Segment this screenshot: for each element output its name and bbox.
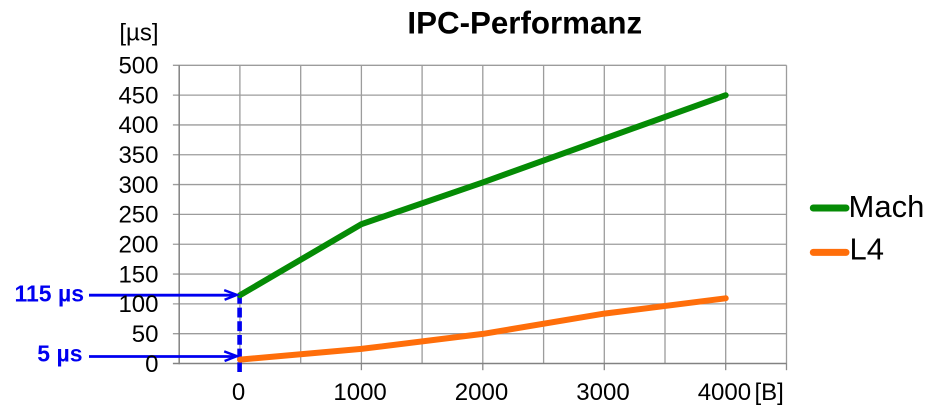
svg-text:5 µs: 5 µs (37, 340, 82, 366)
svg-text:IPC-Performanz: IPC-Performanz (407, 5, 642, 40)
svg-text:350: 350 (118, 142, 158, 169)
svg-text:1000: 1000 (333, 379, 386, 406)
svg-text:250: 250 (118, 202, 158, 229)
svg-text:3000: 3000 (576, 379, 629, 406)
svg-text:0: 0 (145, 351, 158, 378)
svg-text:4000: 4000 (698, 379, 751, 406)
svg-text:2000: 2000 (455, 379, 508, 406)
svg-text:L4: L4 (850, 232, 884, 267)
svg-text:200: 200 (118, 232, 158, 259)
svg-text:0: 0 (232, 379, 245, 406)
svg-text:Mach: Mach (849, 189, 925, 224)
svg-text:100: 100 (118, 291, 158, 318)
svg-text:400: 400 (118, 112, 158, 139)
svg-text:[B]: [B] (755, 379, 784, 406)
svg-text:450: 450 (118, 82, 158, 109)
svg-text:300: 300 (118, 172, 158, 199)
svg-text:500: 500 (118, 53, 158, 80)
svg-text:50: 50 (132, 321, 159, 348)
svg-text:[µs]: [µs] (119, 20, 158, 47)
svg-text:150: 150 (118, 261, 158, 288)
svg-text:115 µs: 115 µs (14, 280, 84, 306)
